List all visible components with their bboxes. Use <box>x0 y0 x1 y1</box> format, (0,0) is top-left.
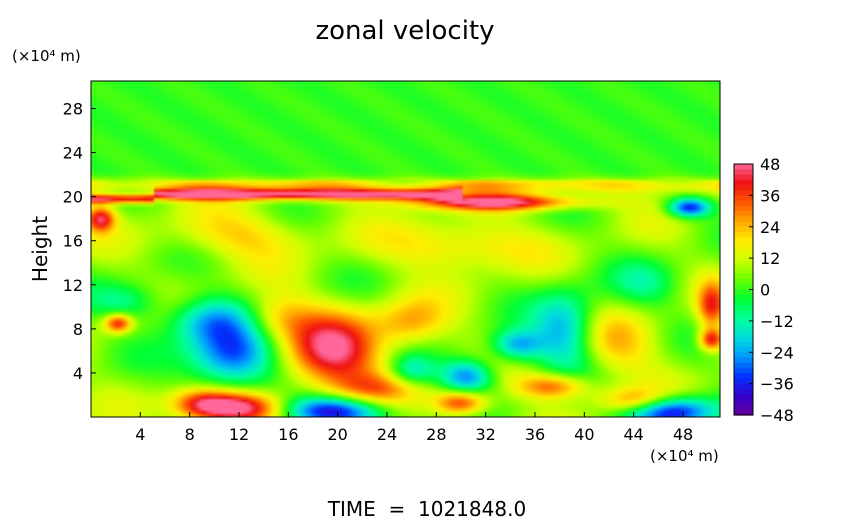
x-tick-label: 48 <box>673 425 693 444</box>
colorbar-segment <box>734 294 753 301</box>
colorbar-segment <box>734 179 753 186</box>
colorbar-segment <box>734 200 753 207</box>
colorbar-segment <box>734 331 753 338</box>
colorbar-segment <box>734 263 753 270</box>
x-axis: 4 8 12 16 20 24 28 32 36 40 44 48 <box>135 412 693 444</box>
plot-area <box>90 80 721 418</box>
colorbar-segment <box>734 284 753 291</box>
colorbar-segment <box>734 409 753 416</box>
colorbar-segment <box>734 347 753 353</box>
colorbar-segment <box>734 310 753 317</box>
colorbar-label: 12 <box>760 249 780 268</box>
colorbar-segment <box>734 184 753 191</box>
x-tick-label: 16 <box>278 425 298 444</box>
y-tick-label: 12 <box>63 276 83 295</box>
x-tick-label: 40 <box>574 425 594 444</box>
colorbar-segment <box>734 258 753 264</box>
colorbar-segment <box>734 237 753 244</box>
y-tick-label: 8 <box>73 320 83 339</box>
x-tick-label: 24 <box>377 425 397 444</box>
x-tick-label: 28 <box>426 425 446 444</box>
colorbar-segment <box>734 352 753 359</box>
colorbar-segment <box>734 221 753 228</box>
colorbar-segment <box>734 315 753 322</box>
x-tick-label: 4 <box>135 425 145 444</box>
y-axis: 4 8 12 16 20 24 28 <box>63 100 96 383</box>
colorbar-label: 0 <box>760 281 770 300</box>
colorbar-segment <box>734 252 753 259</box>
colorbar-segment <box>734 336 753 343</box>
colorbar-segment <box>734 320 753 327</box>
x-tick-label: 32 <box>475 425 495 444</box>
colorbar-segment <box>734 273 753 280</box>
x-tick-label: 36 <box>525 425 545 444</box>
colorbar-segment <box>734 388 753 395</box>
colorbar-segment <box>734 362 753 369</box>
colorbar-segment <box>734 231 753 238</box>
y-tick-label: 24 <box>63 144 83 163</box>
colorbar-segment <box>734 205 753 212</box>
colorbar-label: −12 <box>760 312 794 331</box>
colorbar-segment <box>734 226 753 233</box>
colorbar-segment <box>734 169 753 176</box>
plot-frame <box>90 80 721 418</box>
time-footer: TIME = 1021848.0 <box>327 497 526 519</box>
colorbar-label: 48 <box>760 155 780 174</box>
colorbar-segment <box>734 242 753 249</box>
y-tick-label: 20 <box>63 188 83 207</box>
chart-title: zonal velocity <box>315 16 494 46</box>
colorbar-label: −24 <box>760 343 794 362</box>
colorbar-segment <box>734 357 753 364</box>
colorbar-segment <box>734 164 753 170</box>
colorbar-segment <box>734 299 753 306</box>
colorbar-segment <box>734 367 753 374</box>
colorbar-segment <box>734 174 753 181</box>
y-axis-unit: (×10⁴ m) <box>12 47 81 65</box>
colorbar-segment <box>734 373 753 379</box>
colorbar-label: −36 <box>760 375 794 394</box>
colorbar-segment <box>734 378 753 385</box>
x-tick-label: 12 <box>229 425 249 444</box>
colorbar-segment <box>734 216 753 223</box>
colorbar-segment <box>734 326 753 332</box>
colorbar-label: 36 <box>760 186 780 205</box>
colorbar-label: −48 <box>760 406 794 425</box>
colorbar-segment <box>734 279 753 285</box>
colorbar-segment <box>734 247 753 254</box>
colorbar-segment <box>734 305 753 312</box>
x-tick-label: 44 <box>623 425 643 444</box>
colorbar-segment <box>734 190 753 196</box>
y-tick-label: 28 <box>63 100 83 119</box>
colorbar: 48 36 24 12 0 −12 −24 −36 −48 <box>733 155 794 425</box>
y-axis-label: Height <box>28 216 52 282</box>
x-tick-label: 20 <box>327 425 347 444</box>
colorbar-label: 24 <box>760 218 780 237</box>
y-tick-label: 4 <box>73 364 83 383</box>
colorbar-segment <box>734 383 753 390</box>
velocity-field <box>91 81 720 417</box>
colorbar-segment <box>734 404 753 411</box>
colorbar-segment <box>734 195 753 202</box>
colorbar-segment <box>734 211 753 217</box>
colorbar-segment <box>734 289 753 296</box>
y-tick-label: 16 <box>63 232 83 251</box>
x-tick-label: 8 <box>185 425 195 444</box>
colorbar-segment <box>734 268 753 275</box>
colorbar-segment <box>734 399 753 406</box>
colorbar-segment <box>734 341 753 348</box>
colorbar-segment <box>734 394 753 400</box>
x-axis-unit: (×10⁴ m) <box>650 447 719 465</box>
